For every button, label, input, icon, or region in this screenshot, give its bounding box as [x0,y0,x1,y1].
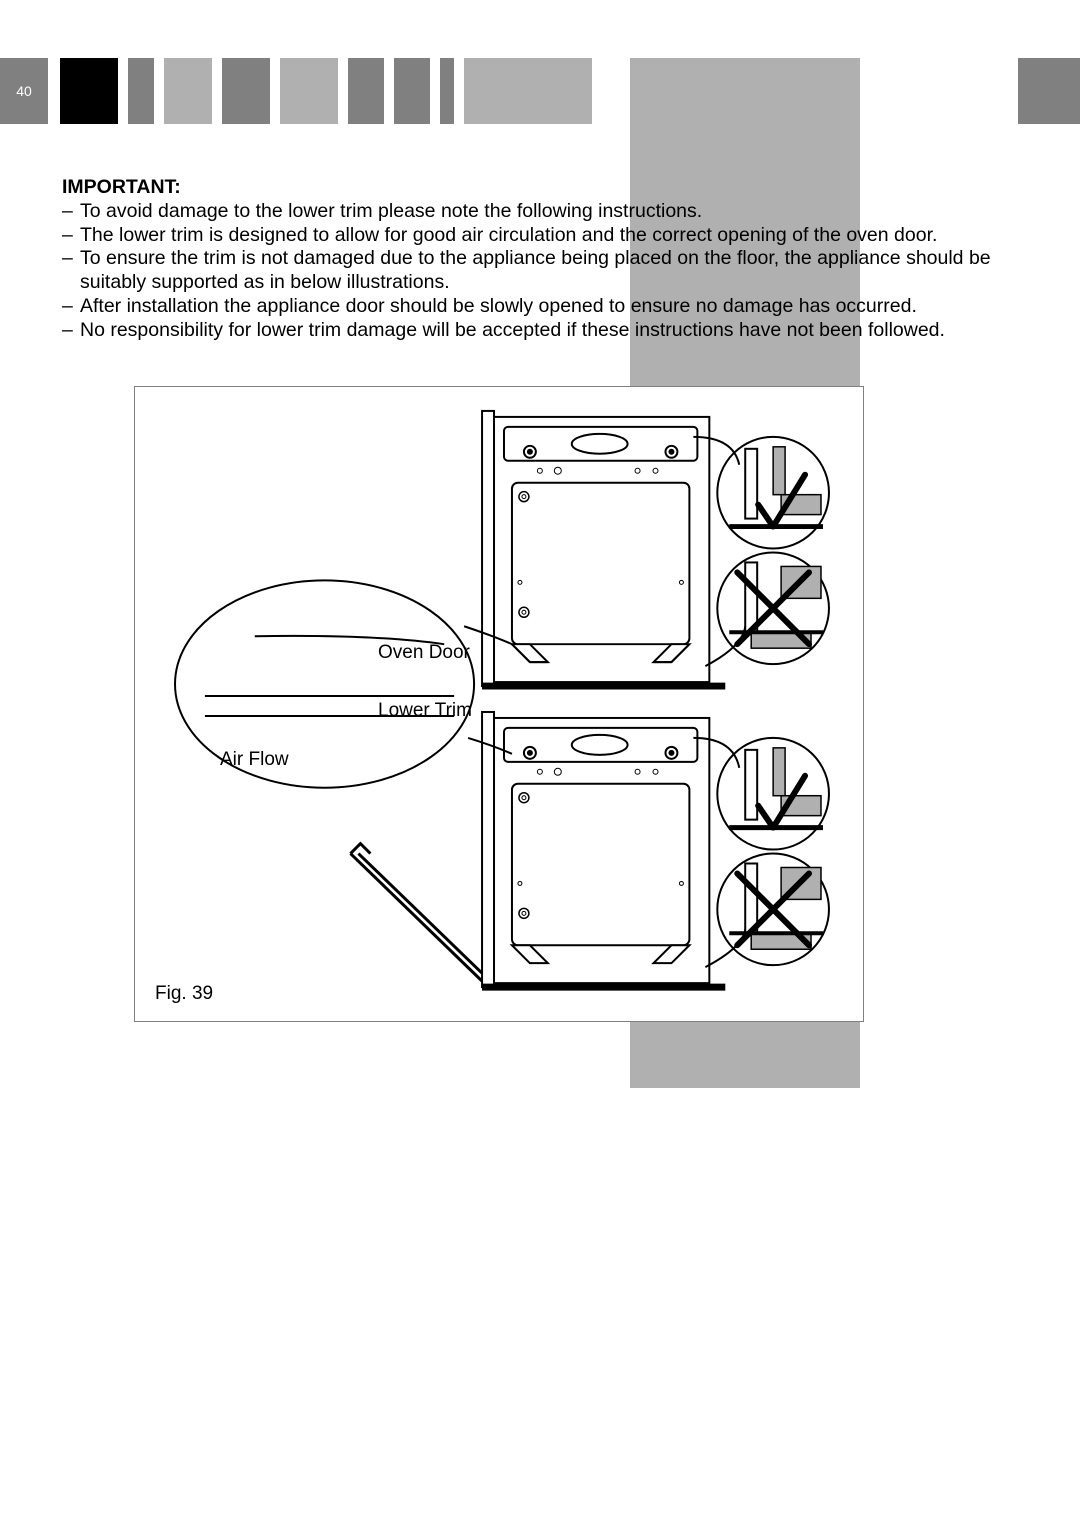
header-decor-block [464,58,592,124]
header-decor-block [60,58,118,124]
header-band: 40 [0,58,1080,124]
header-right-edge [1018,58,1080,124]
page-number: 40 [0,58,48,124]
header-decor-block [440,58,454,124]
instruction-item: The lower trim is designed to allow for … [62,224,1012,248]
instruction-item: To avoid damage to the lower trim please… [62,200,1012,224]
main-text-block: IMPORTANT: To avoid damage to the lower … [62,176,1012,342]
label-oven-door: Oven Door [378,642,470,664]
instruction-item: To ensure the trim is not damaged due to… [62,247,1012,295]
header-decor-block [164,58,212,124]
instruction-list: To avoid damage to the lower trim please… [62,200,1012,343]
label-lower-trim: Lower Trim [378,700,472,722]
header-decor-block [128,58,154,124]
installation-diagram [135,387,863,1021]
page-number-text: 40 [16,83,32,99]
header-decor-block [222,58,270,124]
figure-box: Oven Door Lower Trim Air Flow Fig. 39 [134,386,864,1022]
header-decor-block [348,58,384,124]
appliance-top [482,411,725,686]
header-decor-block [394,58,430,124]
instruction-item: No responsibility for lower trim damage … [62,319,1012,343]
header-decor-block [280,58,338,124]
figure-caption: Fig. 39 [155,983,213,1005]
important-heading: IMPORTANT: [62,176,181,198]
instruction-item: After installation the appliance door sh… [62,295,1012,319]
label-air-flow: Air Flow [220,749,289,771]
